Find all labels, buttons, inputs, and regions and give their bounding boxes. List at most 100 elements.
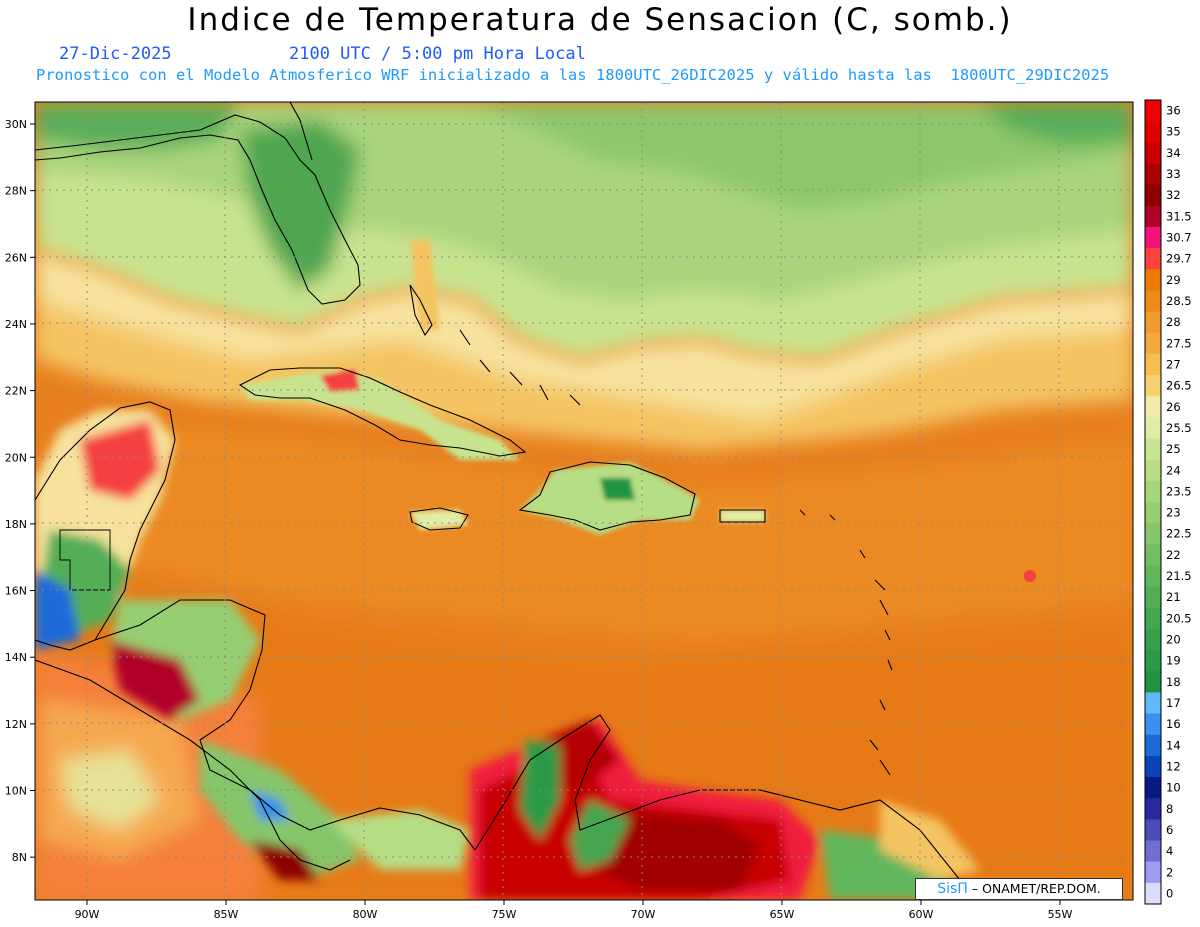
colorbar-segment <box>1145 734 1161 757</box>
lat-label: 20N <box>5 451 27 464</box>
longitude-axis: 90W 85W 80W 75W 70W 65W 60W 55W <box>75 900 1073 921</box>
colorbar-segment <box>1145 671 1161 693</box>
lat-label: 26N <box>5 251 27 264</box>
colorbar-segment <box>1145 480 1161 503</box>
colorbar-segment <box>1145 438 1161 461</box>
colorbar-segment <box>1145 861 1161 884</box>
colorbar-frame <box>1144 99 1162 905</box>
lat-label: 22N <box>5 385 27 398</box>
colorbar-label: 31.5 <box>1166 209 1192 223</box>
colorbar-segment <box>1145 713 1161 736</box>
lat-label: 8N <box>12 851 27 864</box>
colorbar-label: 25 <box>1166 442 1181 456</box>
colorbar-segment <box>1145 290 1161 313</box>
colorbar-label: 27.5 <box>1166 336 1192 350</box>
map-frame <box>34 101 1134 901</box>
colorbar-segment <box>1145 269 1161 291</box>
lat-label: 12N <box>5 718 27 731</box>
colorbar-label: 34 <box>1166 146 1181 160</box>
colorbar-segment <box>1145 586 1161 609</box>
colorbar-label: 33 <box>1166 167 1181 181</box>
colorbar-segment <box>1145 777 1161 799</box>
colorbar-segment <box>1145 755 1161 778</box>
colorbar-label: 26.5 <box>1166 379 1192 393</box>
colorbar-label: 2 <box>1166 865 1173 879</box>
colorbar-segment <box>1145 375 1161 397</box>
colorbar-label: 10 <box>1166 781 1181 795</box>
lat-label: 30N <box>5 118 27 131</box>
colorbar: 36 35 34 33 32 31.5 30.7 29.7 29 28.5 28 27.5 27 26.5… <box>1144 99 1192 905</box>
colorbar-label: 17 <box>1166 696 1181 710</box>
colorbar-segment <box>1145 502 1161 524</box>
colorbar-label: 35 <box>1166 125 1181 139</box>
colorbar-label: 29 <box>1166 273 1181 287</box>
colorbar-label: 12 <box>1166 759 1181 773</box>
model-info: Pronostico con el Modelo Atmosferico WRF… <box>36 66 1110 84</box>
colorbar-label: 4 <box>1166 844 1173 858</box>
lat-label: 16N <box>5 585 27 598</box>
colorbar-label: 23 <box>1166 506 1181 520</box>
colorbar-segment <box>1145 459 1161 482</box>
lon-label: 60W <box>909 908 934 921</box>
colorbar-label: 19 <box>1166 654 1181 668</box>
colorbar-label: 21 <box>1166 590 1181 604</box>
colorbar-label: 23.5 <box>1166 484 1192 498</box>
lat-label: 28N <box>5 185 27 198</box>
colorbar-segment <box>1145 396 1161 418</box>
colorbar-segment <box>1145 417 1161 440</box>
credit-text: – ONAMET/REP.DOM. <box>967 881 1101 896</box>
forecast-time: 2100 UTC / 5:00 pm Hora Local <box>289 44 586 64</box>
lon-label: 85W <box>214 908 239 921</box>
colorbar-label: 18 <box>1166 675 1181 689</box>
colorbar-label: 16 <box>1166 717 1181 731</box>
latitude-axis: 30N 28N 26N 24N 22N 20N 18N 16N 14N 12N 10N 8N <box>5 118 35 864</box>
colorbar-segment <box>1145 840 1161 863</box>
colorbar-label: 29.7 <box>1166 252 1192 266</box>
colorbar-label: 28 <box>1166 315 1181 329</box>
colorbar-label: 27 <box>1166 357 1181 371</box>
colorbar-label: 28.5 <box>1166 294 1192 308</box>
colorbar-label: 0 <box>1166 886 1173 900</box>
colorbar-label: 24 <box>1166 463 1181 477</box>
colorbar-segment <box>1145 882 1161 905</box>
graticule <box>35 102 1133 900</box>
colorbar-segment <box>1145 628 1161 651</box>
colorbar-label: 20.5 <box>1166 611 1192 625</box>
colorbar-label: 21.5 <box>1166 569 1192 583</box>
colorbar-segment <box>1145 650 1161 672</box>
colorbar-label: 32 <box>1166 188 1181 202</box>
colorbar-segment <box>1145 142 1161 164</box>
colorbar-label: 36 <box>1166 104 1181 118</box>
colorbar-segment <box>1145 205 1161 228</box>
colorbar-label: 25.5 <box>1166 421 1192 435</box>
lat-label: 10N <box>5 785 27 798</box>
colorbar-segment <box>1145 798 1161 820</box>
colorbar-label: 20 <box>1166 633 1181 647</box>
colorbar-label: 22.5 <box>1166 527 1192 541</box>
forecast-date: 27-Dic-2025 <box>59 44 172 64</box>
temperature-field <box>35 102 1133 900</box>
colorbar-label: 30.7 <box>1166 231 1192 245</box>
colorbar-segment <box>1145 544 1161 566</box>
colorbar-segment <box>1145 311 1161 334</box>
colorbar-segment <box>1145 100 1161 122</box>
chart-title: Indice de Temperatura de Sensacion (C, s… <box>187 2 1013 38</box>
colorbar-segment <box>1145 332 1161 355</box>
colorbar-label: 26 <box>1166 400 1181 414</box>
lat-label: 14N <box>5 651 27 664</box>
colorbar-segment <box>1145 819 1161 842</box>
colorbar-segment <box>1145 226 1161 249</box>
colorbar-segment <box>1145 184 1161 207</box>
lon-label: 65W <box>770 908 795 921</box>
credit-brand: SisΠ <box>937 881 968 897</box>
lon-label: 70W <box>631 908 656 921</box>
colorbar-segment <box>1145 523 1161 545</box>
lon-label: 55W <box>1048 908 1073 921</box>
colorbar-label: 6 <box>1166 823 1173 837</box>
colorbar-segment <box>1145 692 1161 715</box>
colorbar-label: 14 <box>1166 738 1181 752</box>
credit-box: SisΠ – ONAMET/REP.DOM. <box>915 878 1123 900</box>
colorbar-segment <box>1145 353 1161 376</box>
colorbar-segment <box>1145 248 1161 270</box>
coastlines <box>35 102 1001 900</box>
